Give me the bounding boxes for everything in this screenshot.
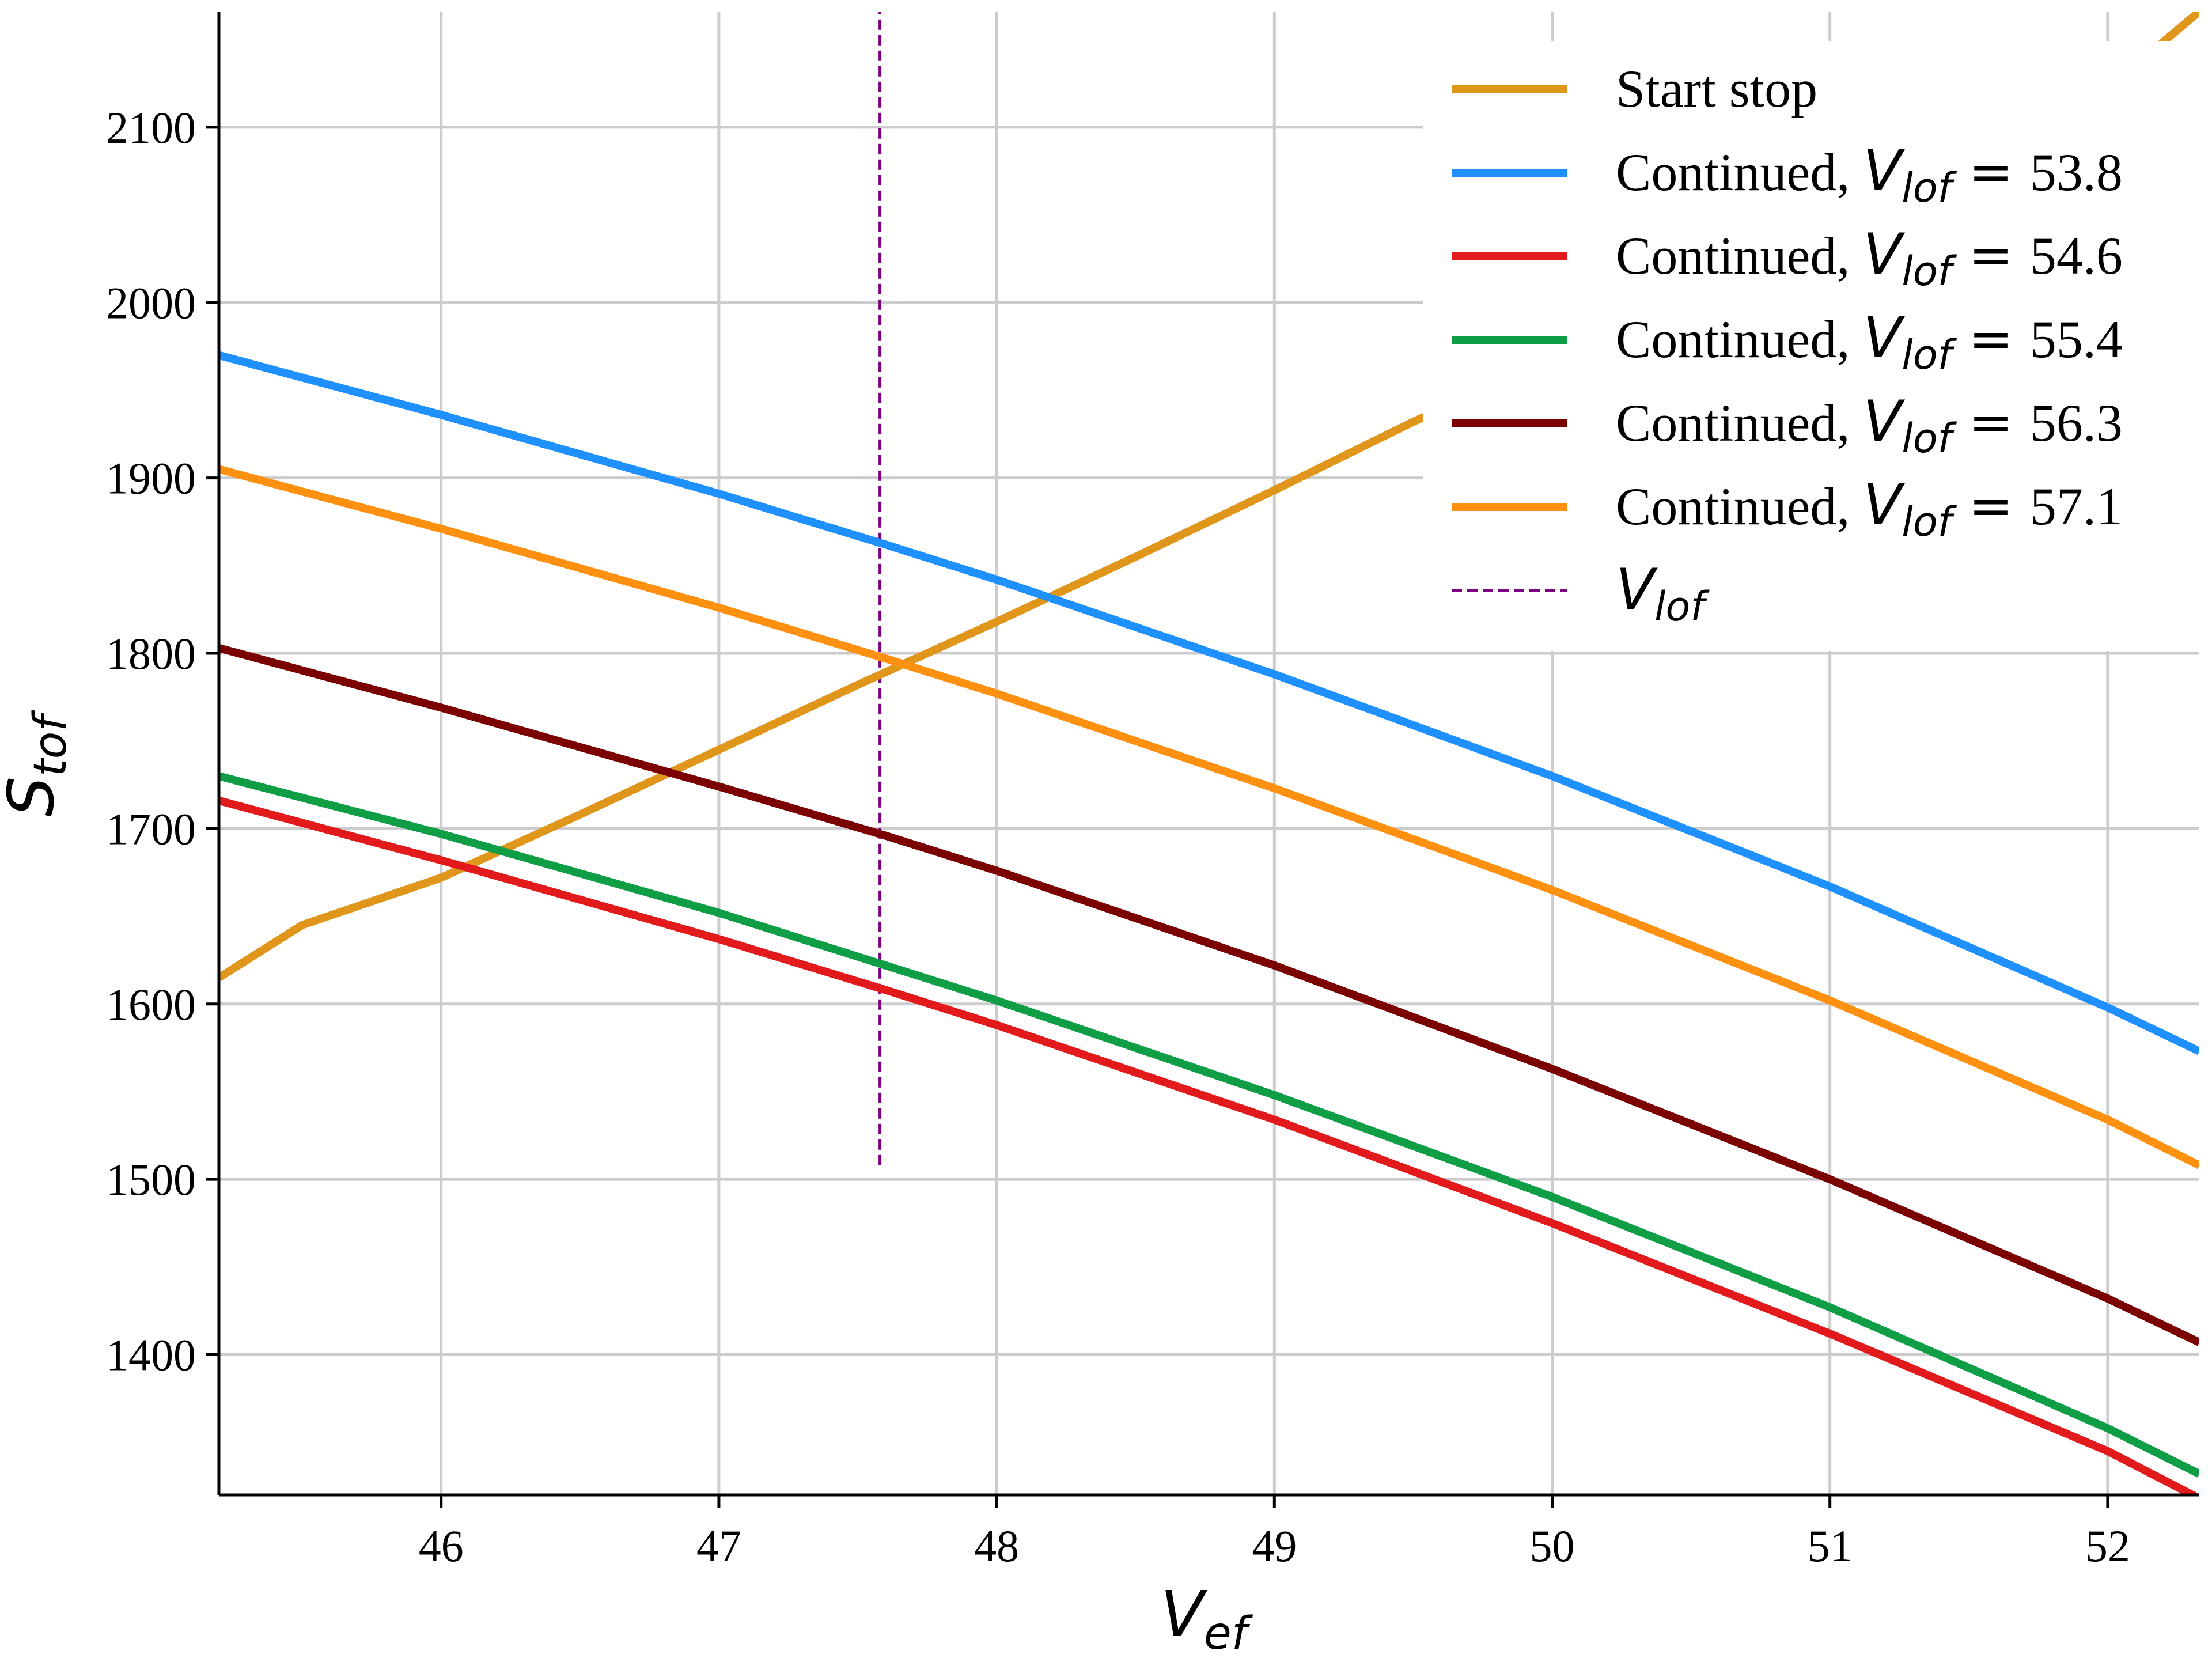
legend-label-6: Continued, Vlof = 57.1 bbox=[1616, 472, 2123, 546]
legend-text: Start stop bbox=[1616, 59, 1817, 118]
series-line-5 bbox=[219, 644, 2199, 1346]
legend-value: 56.3 bbox=[2030, 393, 2123, 452]
legend-symbol: V bbox=[1863, 472, 1905, 538]
legend-text: Continued, bbox=[1616, 477, 1863, 536]
y-tick-label: 2000 bbox=[106, 278, 196, 328]
legend-value: 53.8 bbox=[2030, 143, 2123, 202]
legend-symbol: V bbox=[1863, 389, 1905, 455]
legend-subscript: lof bbox=[1902, 498, 1957, 546]
y-axis-label-sub: tof bbox=[25, 710, 77, 777]
y-tick-label: 2100 bbox=[106, 103, 196, 153]
legend-subscript: lof bbox=[1902, 331, 1957, 378]
y-tick-label: 1900 bbox=[106, 453, 196, 503]
legend-label-1: Start stop bbox=[1616, 59, 1817, 118]
legend-label-5: Continued, Vlof = 56.3 bbox=[1616, 389, 2123, 462]
legend-value: 57.1 bbox=[2030, 477, 2123, 536]
legend-equals: = bbox=[1952, 225, 2030, 286]
y-axis-label: Stof bbox=[0, 710, 77, 817]
grid-lines bbox=[219, 12, 2199, 1495]
legend-value: 54.6 bbox=[2030, 226, 2123, 285]
legend-text: Continued, bbox=[1616, 143, 1863, 202]
legend-equals: = bbox=[1952, 475, 2030, 537]
series-line-4 bbox=[219, 772, 2199, 1478]
legend-label-2: Continued, Vlof = 53.8 bbox=[1616, 138, 2123, 211]
legend-equals: = bbox=[1952, 308, 2030, 370]
legend-label-4: Continued, Vlof = 55.4 bbox=[1616, 305, 2123, 378]
y-axis-label-main: S bbox=[0, 777, 68, 817]
axes bbox=[217, 12, 2199, 1497]
x-axis-label: Vef bbox=[1161, 1577, 1253, 1659]
legend-text: Continued, bbox=[1616, 310, 1863, 369]
y-tick-label: 1800 bbox=[106, 629, 196, 679]
x-tick-label: 50 bbox=[1530, 1521, 1575, 1571]
legend-box bbox=[1423, 41, 2207, 651]
x-tick-label: 51 bbox=[1808, 1521, 1853, 1571]
legend-text: Continued, bbox=[1616, 393, 1863, 452]
series-line-3 bbox=[219, 796, 2199, 1495]
legend-subscript: lof bbox=[1902, 248, 1957, 295]
legend-symbol: V bbox=[1616, 557, 1658, 623]
y-tick-label: 1700 bbox=[106, 804, 196, 854]
tick-labels: 46 47 48 49 50 51 52 1400 1500 1600 1700 1800 1900 20… bbox=[106, 103, 2130, 1571]
legend-symbol: V bbox=[1863, 222, 1905, 287]
series-line-6 bbox=[219, 465, 2199, 1169]
legend-text: Continued, bbox=[1616, 226, 1863, 285]
x-tick-label: 52 bbox=[2085, 1521, 2130, 1571]
legend-equals: = bbox=[1952, 392, 2030, 453]
legend-label-3: Continued, Vlof = 54.6 bbox=[1616, 222, 2123, 295]
y-tick-label: 1500 bbox=[106, 1154, 196, 1205]
legend-subscript: lof bbox=[1902, 164, 1957, 211]
x-axis-label-sub: ef bbox=[1204, 1608, 1253, 1659]
series-line-2 bbox=[219, 351, 2199, 1055]
legend-subscript: lof bbox=[1654, 583, 1710, 630]
x-tick-label: 48 bbox=[974, 1521, 1019, 1571]
x-tick-label: 49 bbox=[1252, 1521, 1297, 1571]
legend-symbol: V bbox=[1863, 138, 1905, 204]
legend-subscript: lof bbox=[1902, 415, 1957, 462]
plot-area bbox=[219, 12, 2199, 1495]
y-tick-label: 1400 bbox=[106, 1330, 196, 1380]
legend-symbol: V bbox=[1863, 305, 1905, 371]
legend-label-vlof: Vlof bbox=[1616, 557, 1710, 630]
legend-value: 55.4 bbox=[2030, 310, 2123, 369]
y-tick-label: 1600 bbox=[106, 979, 196, 1029]
x-axis-label-main: V bbox=[1161, 1577, 1208, 1651]
legend-equals: = bbox=[1952, 141, 2030, 203]
x-tick-label: 47 bbox=[696, 1521, 741, 1571]
x-tick-label: 46 bbox=[419, 1521, 464, 1571]
